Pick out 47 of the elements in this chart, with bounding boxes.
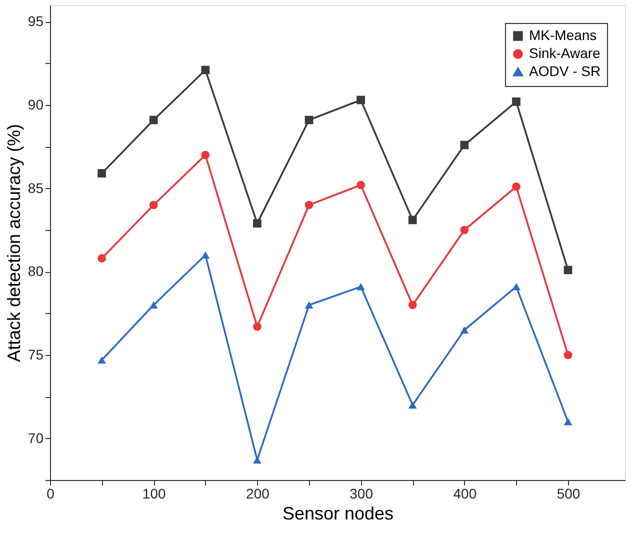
x-tick-label: 200 [246, 486, 270, 502]
x-tick-label: 100 [142, 486, 166, 502]
point [98, 169, 106, 178]
point [460, 140, 469, 150]
point [356, 180, 365, 190]
point [149, 116, 158, 124]
point [149, 200, 158, 210]
point [512, 97, 520, 106]
legend-label: AODV - SR [529, 63, 601, 79]
x-tick-label: 400 [453, 486, 477, 502]
legend-label: MK-Means [529, 27, 597, 43]
y-tick-label: 70 [28, 430, 44, 446]
point [564, 350, 572, 360]
point [460, 226, 469, 234]
y-tick-label: 75 [28, 346, 44, 362]
point [253, 219, 262, 228]
point [564, 266, 572, 274]
legend-label: Sink-Aware [529, 45, 601, 61]
point [356, 283, 365, 290]
x-tick-label: 300 [350, 486, 374, 502]
point [149, 301, 158, 309]
point [304, 116, 314, 124]
point [201, 66, 210, 74]
y-tick-label: 85 [28, 180, 44, 196]
x-tick-label: 500 [556, 486, 580, 502]
point [98, 254, 106, 263]
point [408, 401, 417, 409]
point [201, 251, 210, 259]
x-axis-title: Sensor nodes [282, 504, 394, 524]
point [408, 300, 417, 310]
point [304, 301, 314, 309]
point [304, 200, 314, 210]
y-tick-label: 90 [28, 96, 44, 112]
point [201, 150, 210, 160]
point [356, 96, 365, 104]
y-tick-label: 95 [28, 13, 44, 30]
y-tick-label: 80 [28, 263, 44, 280]
point [512, 182, 520, 191]
point [512, 283, 520, 290]
point [253, 456, 262, 464]
point [408, 216, 417, 224]
point [564, 418, 572, 426]
y-axis-title: Attack detection accuracy (%) [4, 124, 24, 362]
x-tick-label: 0 [46, 486, 55, 502]
point [98, 356, 106, 364]
point [460, 326, 469, 334]
point [253, 322, 262, 331]
